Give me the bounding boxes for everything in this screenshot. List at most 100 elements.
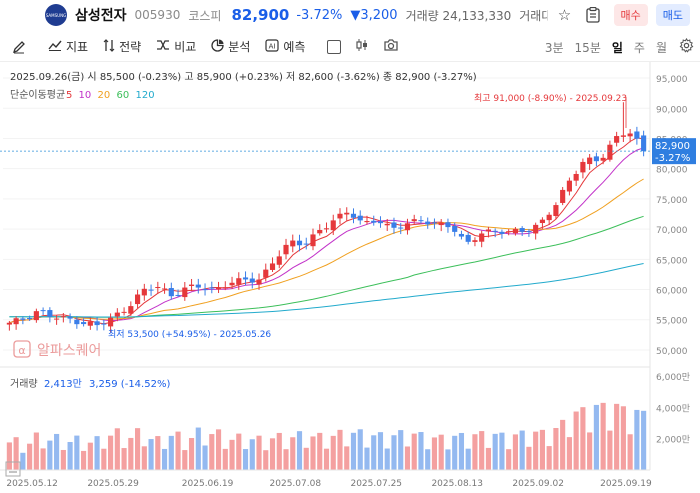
volume-bar [33, 432, 39, 470]
period-week[interactable]: 주 [633, 40, 645, 55]
draw-pencil-icon[interactable] [12, 40, 26, 54]
candle-body [526, 231, 532, 233]
svg-text:α: α [18, 344, 25, 357]
tool-forecast-label: 예측 [283, 40, 306, 54]
volume-bar [357, 429, 363, 470]
stock-header: SAMSUNG 삼성전자 005930 코스피 82,900 -3.72% ▼3… [0, 0, 700, 30]
low-annotation: 최저 53,500 (+54.95%) - 2025.05.26 [108, 329, 271, 340]
volume-bar [607, 430, 613, 470]
stock-name[interactable]: 삼성전자 [75, 8, 127, 24]
star-icon[interactable]: ☆ [557, 6, 572, 24]
volume-bar [593, 404, 599, 470]
candle-body [452, 225, 458, 232]
ma-legend-5: 5 [66, 90, 72, 101]
candle-body [364, 221, 370, 223]
volume-bar [587, 432, 593, 470]
volume-bar [614, 403, 620, 470]
candle-body [182, 287, 188, 298]
candle-body [566, 180, 572, 192]
analysis-icon [211, 38, 224, 55]
volume-bar [519, 430, 525, 470]
volume-bar [175, 431, 181, 470]
volume-bar [452, 435, 458, 470]
volume-bar [438, 434, 444, 470]
tool-forecast[interactable]: AI 예측 [265, 38, 305, 55]
tool-indicator-label: 지표 [66, 40, 89, 54]
candle-body [74, 319, 80, 325]
settings-gear-icon[interactable] [679, 37, 694, 57]
volume-tick-label: 6,000만 [656, 372, 690, 383]
candle-body [215, 287, 222, 290]
candle-body [47, 310, 53, 317]
candle-body [465, 234, 471, 242]
candle-body [236, 278, 242, 285]
sell-button[interactable]: 매도 [655, 4, 690, 26]
candle-body [256, 279, 262, 285]
y-tick-label: 65,000 [656, 256, 688, 266]
period-3min[interactable]: 3분 [544, 40, 564, 55]
current-price: 82,900 [231, 6, 290, 24]
volume-bar [161, 448, 168, 470]
volume-bar [330, 435, 336, 470]
x-tick-label: 2025.05.12 [6, 479, 58, 489]
volume-bar [600, 402, 606, 470]
volume-bar [20, 452, 26, 470]
candle-body [620, 135, 626, 137]
tool-analysis[interactable]: 분석 [211, 38, 250, 55]
volume-bar [458, 432, 465, 470]
trade-volume: 거래량 24,133,330 [405, 8, 512, 23]
candlestick-icon[interactable] [355, 38, 369, 56]
candle-body [168, 288, 174, 297]
buy-button[interactable]: 매수 [613, 4, 648, 26]
tool-strategy[interactable]: 전략 [103, 38, 141, 55]
tool-indicator[interactable]: 지표 [48, 38, 88, 55]
candle-body [296, 240, 303, 246]
y-tick-label: 75,000 [656, 196, 688, 206]
candle-body [492, 230, 498, 232]
price-chart[interactable]: 95,00090,00085,00080,00075,00070,00065,0… [0, 62, 700, 493]
period-15min[interactable]: 15분 [574, 40, 601, 55]
chart-type-square-icon[interactable] [327, 39, 342, 54]
candle-body [438, 222, 444, 226]
tool-compare[interactable]: 비교 [156, 38, 196, 55]
candle-body [539, 219, 545, 224]
candle-body [141, 288, 147, 296]
period-month[interactable]: 월 [655, 40, 667, 55]
change-percent: -3.72% [296, 7, 343, 23]
camera-icon[interactable] [383, 38, 399, 56]
indicator-icon [48, 39, 62, 54]
volume-bar [344, 446, 350, 470]
candle-body [101, 323, 107, 325]
volume-settings-icon[interactable] [5, 461, 21, 477]
candle-body [337, 213, 343, 219]
volume-bar [242, 449, 249, 470]
volume-bar [54, 433, 60, 470]
candle-body [533, 224, 539, 234]
candle-body [425, 221, 431, 225]
volume-bar [465, 448, 471, 470]
volume-bar [114, 428, 120, 470]
tool-strategy-label: 전략 [119, 40, 142, 54]
candle-body [209, 287, 215, 289]
ma-legend-120: 120 [136, 90, 155, 101]
volume-bar [472, 434, 478, 470]
clipboard-icon[interactable] [582, 4, 604, 26]
volume-bar [296, 431, 303, 470]
volume-bar [6, 442, 12, 470]
candle-body [344, 212, 350, 215]
volume-bar [74, 435, 80, 470]
ma-legend-60: 60 [117, 90, 130, 101]
candle-body [222, 287, 228, 289]
candle-body [614, 136, 620, 143]
candle-body [512, 228, 518, 234]
volume-bar [560, 419, 566, 470]
x-tick-label: 2025.05.29 [87, 479, 139, 489]
market-label: 코스피 [188, 8, 222, 23]
volume-bar [101, 448, 107, 470]
candle-body [560, 189, 566, 203]
candle-body [121, 311, 127, 313]
volume-bar [229, 439, 235, 470]
candle-body [263, 269, 269, 278]
period-day[interactable]: 일 [611, 40, 623, 55]
candle-body [135, 294, 141, 305]
